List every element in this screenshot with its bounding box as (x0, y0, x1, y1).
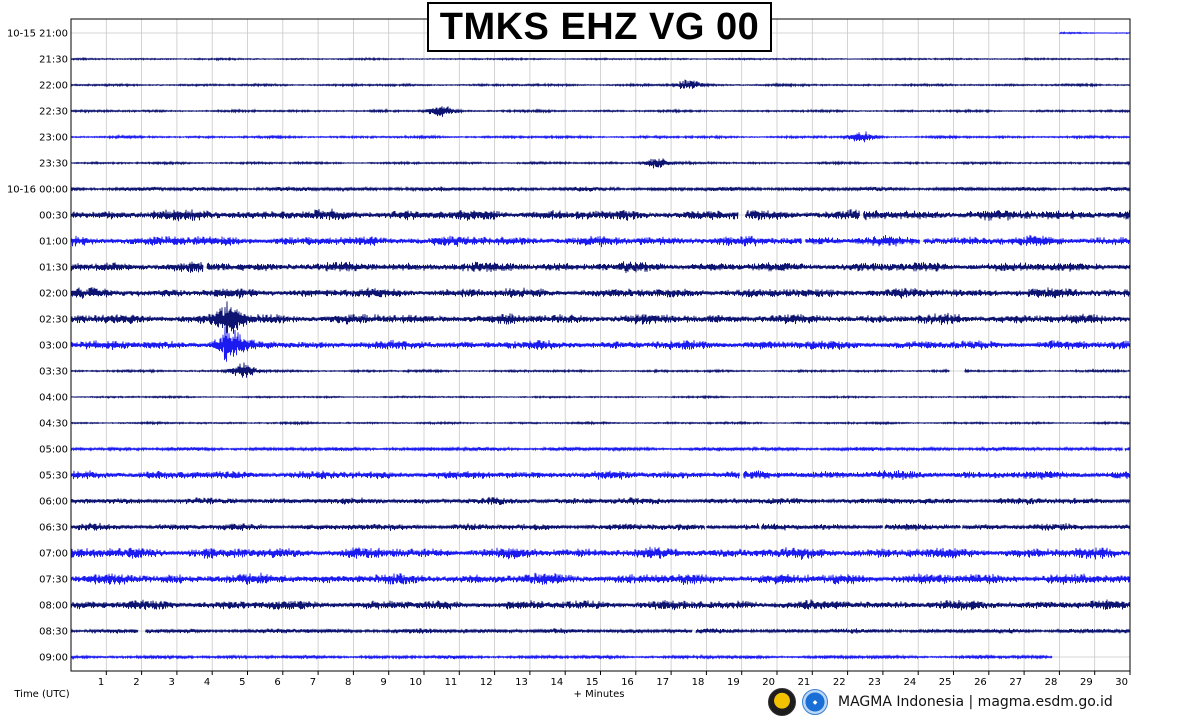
seismogram-trace (70, 572, 1131, 586)
y-axis-label: Time (UTC) (13, 689, 69, 700)
time-row-label: 10-15 21:00 (7, 29, 68, 40)
x-tick-label: 6 (274, 677, 280, 688)
x-tick-label: 9 (380, 677, 386, 688)
x-tick-label: 1 (98, 677, 104, 688)
time-row-label: 02:00 (39, 289, 68, 300)
time-row-label: 23:00 (39, 133, 68, 144)
x-tick-label: 8 (345, 677, 351, 688)
time-row-label: 22:30 (39, 107, 68, 118)
seismogram-trace (70, 326, 1131, 362)
seismogram-trace (70, 627, 1131, 635)
time-row-label: 01:00 (39, 237, 68, 248)
seismogram-trace (70, 522, 1131, 531)
time-row-label: 08:30 (39, 627, 68, 638)
magma-logo-icon: ◆ (802, 689, 828, 715)
station-title: TMKS EHZ VG 00 (439, 5, 760, 48)
time-row-label: 00:30 (39, 211, 68, 222)
seismogram-trace (70, 208, 1131, 222)
time-row-label: 04:00 (39, 393, 68, 404)
x-tick-label: 5 (239, 677, 245, 688)
time-row-label: 06:30 (39, 523, 68, 534)
time-row-label: 10-16 00:00 (7, 185, 68, 196)
x-tick-label: 20 (762, 677, 775, 688)
seismogram-trace (70, 131, 1131, 143)
x-tick-label: 14 (550, 677, 563, 688)
seismogram-trace (70, 261, 1131, 274)
seismogram-trace (1059, 31, 1131, 35)
footer-brand: ◆ MAGMA Indonesia | magma.esdm.go.id (768, 686, 1113, 718)
seismogram-trace (70, 420, 1131, 426)
time-row-label: 01:30 (39, 263, 68, 274)
seismogram-trace (70, 287, 1131, 299)
time-axis-labels: 10-15 21:00 21:30 22:00 22:30 23:00 23:30 10-1… (7, 29, 68, 664)
x-tick-label: 19 (727, 677, 740, 688)
x-tick-label: 2 (133, 677, 139, 688)
seismogram-trace (70, 56, 1131, 62)
x-tick-label: 25 (939, 677, 952, 688)
x-tick-label: 24 (903, 677, 916, 688)
x-axis-label: + Minutes (574, 689, 625, 700)
seismogram-trace (70, 653, 1053, 661)
x-tick-label: 4 (204, 677, 210, 688)
time-row-label: 21:30 (39, 55, 68, 66)
esdm-logo-icon (768, 688, 796, 716)
seismogram-trace (70, 79, 1131, 90)
time-row-label: 22:00 (39, 81, 68, 92)
seismogram-trace (70, 470, 1131, 481)
x-tick-label: 12 (480, 677, 493, 688)
station-title-box: TMKS EHZ VG 00 (427, 2, 772, 52)
time-row-label: 23:30 (39, 159, 68, 170)
time-row-label: 02:30 (39, 315, 68, 326)
x-tick-label: 18 (692, 677, 705, 688)
time-row-label: 04:30 (39, 419, 68, 430)
x-tick-label: 30 (1115, 677, 1128, 688)
x-tick-label: 13 (515, 677, 528, 688)
seismogram-trace (70, 106, 1131, 117)
time-row-label: 09:00 (39, 653, 68, 664)
seismogram-trace (70, 445, 1131, 453)
x-tick-label: 7 (310, 677, 316, 688)
minute-axis-ticks: 1 2 3 4 5 6 7 8 9 10 11 12 13 14 15 16 17 18 19 20 21 22 23 24 2… (98, 671, 1131, 688)
x-tick-label: 17 (656, 677, 669, 688)
x-tick-label: 21 (798, 677, 811, 688)
seismogram-trace (70, 234, 1131, 248)
time-row-label: 05:00 (39, 445, 68, 456)
seismogram-trace (70, 394, 1131, 400)
x-tick-label: 26 (974, 677, 987, 688)
time-row-label: 06:00 (39, 497, 68, 508)
x-tick-label: 15 (586, 677, 599, 688)
seismogram-trace (70, 301, 1131, 334)
x-tick-label: 27 (1009, 677, 1022, 688)
seismogram-traces (70, 31, 1131, 661)
x-tick-label: 28 (1045, 677, 1058, 688)
x-tick-label: 23 (868, 677, 881, 688)
time-row-label: 08:00 (39, 601, 68, 612)
seismogram-trace (70, 185, 1131, 193)
footer-text: MAGMA Indonesia | magma.esdm.go.id (838, 694, 1113, 710)
seismogram-trace (70, 158, 1131, 169)
x-tick-label: 10 (409, 677, 422, 688)
seismogram-trace (70, 546, 1131, 560)
seismogram-trace (70, 599, 1131, 611)
x-tick-label: 22 (833, 677, 846, 688)
time-row-label: 07:30 (39, 575, 68, 586)
x-tick-label: 29 (1080, 677, 1093, 688)
x-tick-label: 16 (621, 677, 634, 688)
time-row-label: 07:00 (39, 549, 68, 560)
x-tick-label: 11 (445, 677, 458, 688)
seismogram-trace (70, 496, 1131, 505)
seismogram-trace (70, 362, 1131, 378)
time-row-label: 05:30 (39, 471, 68, 482)
time-row-label: 03:00 (39, 341, 68, 352)
time-row-label: 03:30 (39, 367, 68, 378)
x-tick-label: 3 (169, 677, 175, 688)
